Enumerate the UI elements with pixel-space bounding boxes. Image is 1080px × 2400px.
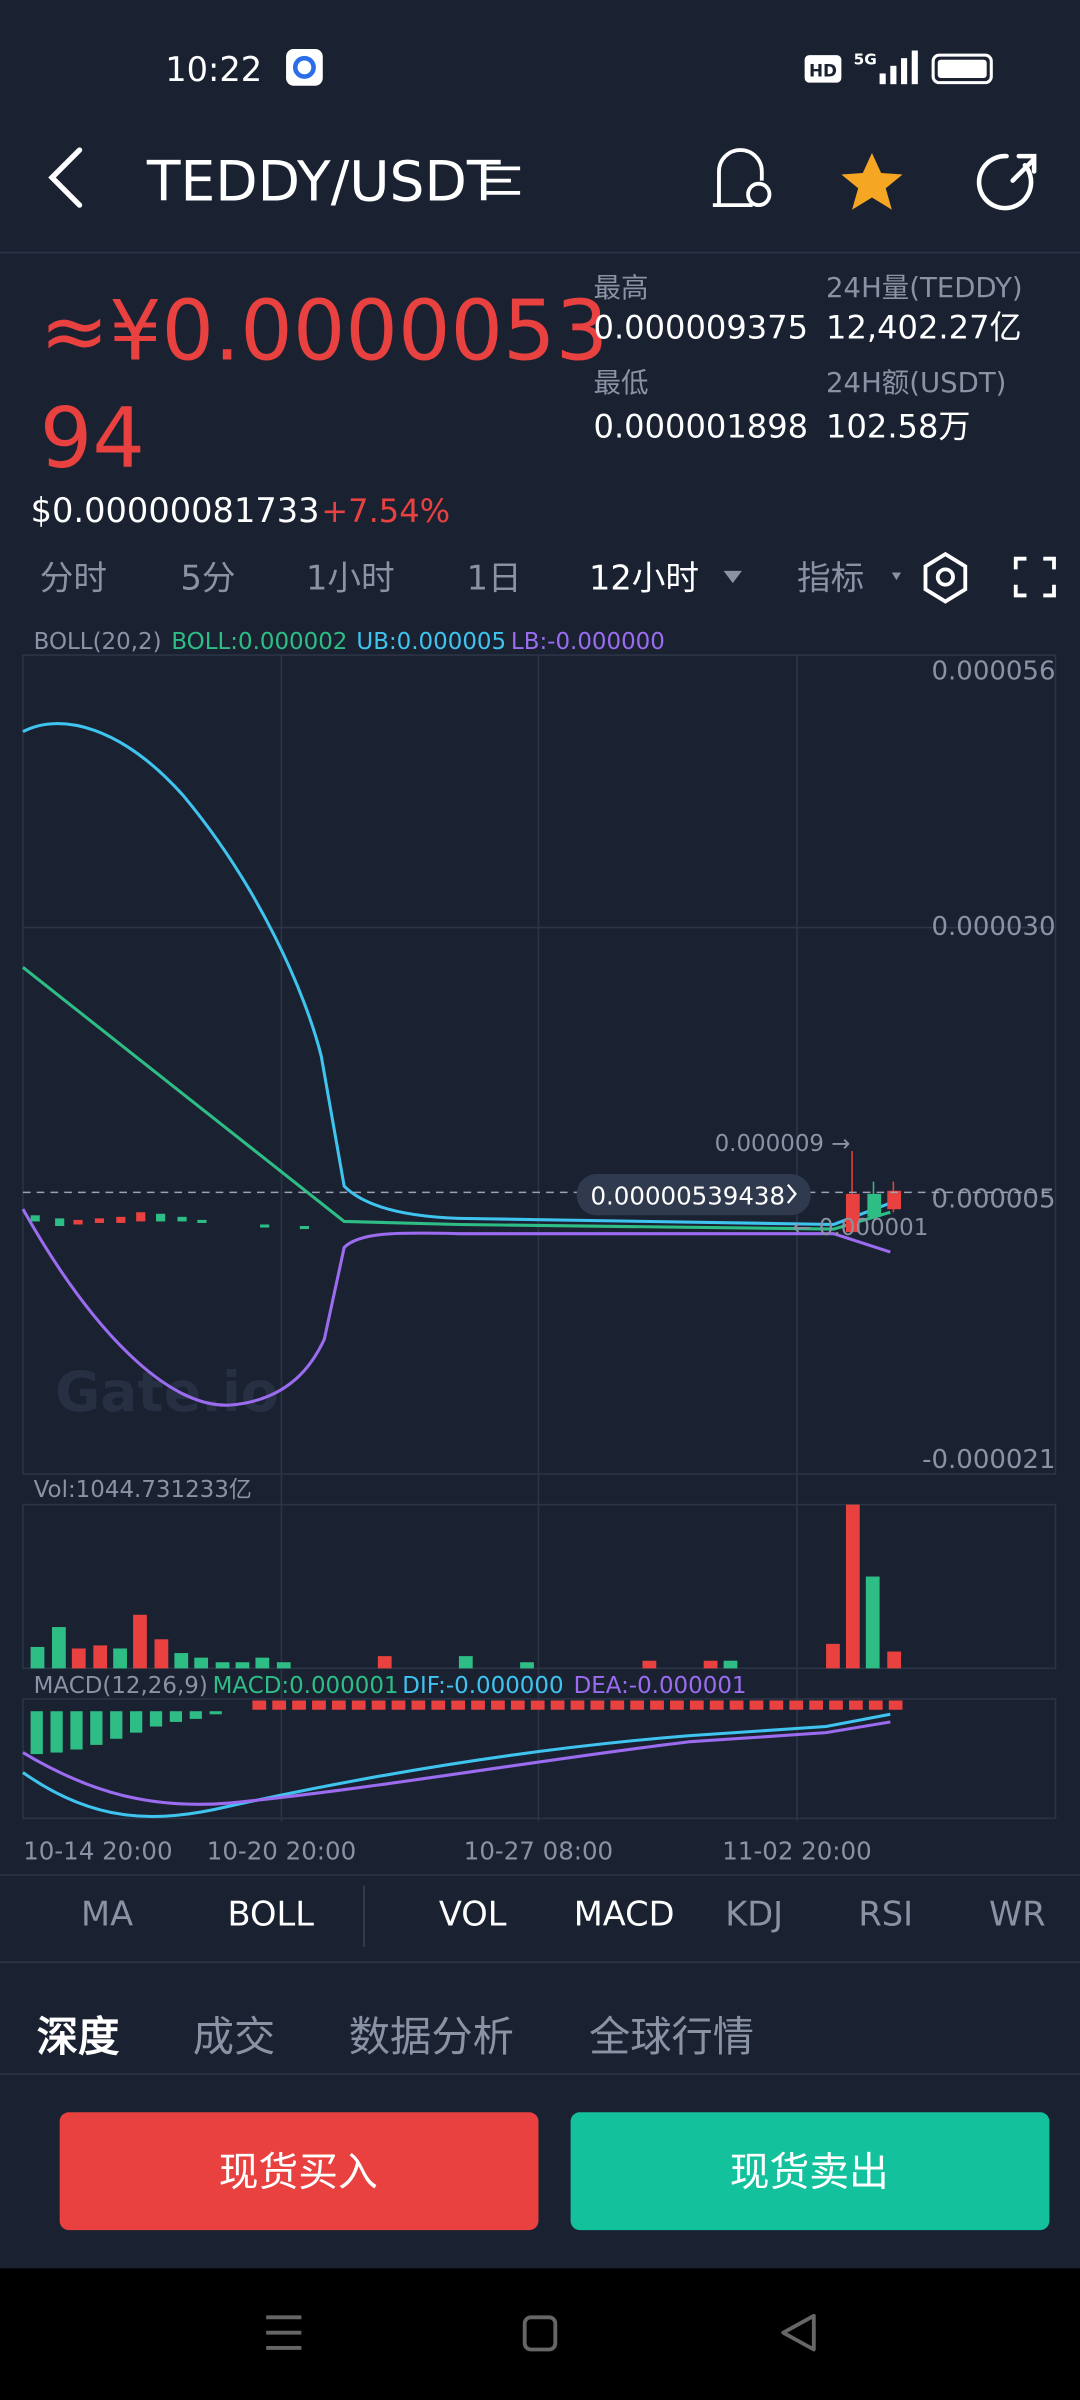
network-text: 5G xyxy=(854,50,877,68)
macd-histogram xyxy=(30,1700,903,1755)
interval-tab-active[interactable]: 12小时 xyxy=(589,558,699,597)
dropdown-arrow xyxy=(723,570,742,584)
price-change: +7.54% xyxy=(321,492,450,530)
buy-button[interactable] xyxy=(59,2112,539,2231)
y-label: -0.000021 xyxy=(922,1445,1055,1475)
boll-lb: LB:-0.000000 xyxy=(511,629,665,655)
interval-tab[interactable]: 1小时 xyxy=(306,558,395,597)
navigation-bar xyxy=(0,2268,1080,2400)
sell-label: 现货卖出 xyxy=(730,2150,889,2196)
indicator-tab-active[interactable]: MACD xyxy=(574,1895,675,1934)
last-price-arrow xyxy=(786,1183,797,1204)
indicator-tab-active[interactable]: BOLL xyxy=(228,1895,315,1934)
sell-button[interactable] xyxy=(570,2112,1050,2231)
y-label: 0.000056 xyxy=(931,657,1055,687)
volume-frame xyxy=(22,1503,1057,1670)
stat-label: 最高 xyxy=(594,272,649,304)
boll-lower-line xyxy=(21,1208,891,1407)
watermark: Gate.io xyxy=(55,1360,279,1424)
nav-menu[interactable] xyxy=(266,2315,302,2350)
x-label: 11-02 20:00 xyxy=(722,1837,871,1866)
battery-level xyxy=(937,59,987,79)
indicator-tab-active[interactable]: VOL xyxy=(439,1895,507,1934)
low-marker: ← 0.000001 xyxy=(792,1215,928,1241)
stat-value: 0.000001898 xyxy=(594,408,809,446)
interval-tab[interactable]: 1日 xyxy=(467,558,522,597)
x-label: 10-14 20:00 xyxy=(23,1837,172,1866)
interval-tab[interactable]: 5分 xyxy=(181,558,236,597)
stat-label: 24H量(TEDDY) xyxy=(826,272,1023,304)
high-marker: 0.000009 → xyxy=(715,1131,851,1157)
x-label: 10-20 20:00 xyxy=(207,1837,356,1866)
app-icon xyxy=(286,48,323,86)
indicator-menu[interactable]: 指标 xyxy=(797,558,864,597)
boll-mid: BOLL:0.000002 xyxy=(171,629,347,655)
indicator-tab[interactable]: WR xyxy=(989,1895,1046,1934)
fullscreen-button[interactable] xyxy=(1013,556,1056,598)
signal-icon xyxy=(879,50,918,85)
interval-tab[interactable]: 分时 xyxy=(40,558,107,597)
x-label: 10-27 08:00 xyxy=(464,1837,613,1866)
hd-text: HD xyxy=(809,61,837,81)
usd-price: $0.00000081733 xyxy=(31,491,320,530)
settings-button[interactable] xyxy=(923,551,968,604)
stat-value: 12,402.27亿 xyxy=(826,308,1022,346)
battery-icon xyxy=(931,53,993,85)
y-label: 0.000030 xyxy=(931,912,1055,942)
bottom-tab[interactable]: 全球行情 xyxy=(589,2013,754,2061)
macd-dea: DEA:-0.000001 xyxy=(574,1673,747,1699)
alert-icon-gear xyxy=(746,181,772,208)
boll-upper-line xyxy=(22,722,891,1227)
dif-line xyxy=(22,1712,891,1818)
status-time: 10:22 xyxy=(165,50,262,89)
app-icon-logo xyxy=(292,55,316,79)
bottom-tab-active[interactable]: 深度 xyxy=(37,2013,120,2061)
share-button[interactable] xyxy=(976,153,1037,211)
last-price-tag[interactable] xyxy=(576,1173,811,1216)
y-label: 0.000005 xyxy=(931,1185,1055,1215)
last-price-text: 0.00000539438 xyxy=(590,1182,785,1211)
macd-value: MACD:0.000001 xyxy=(213,1673,399,1699)
hd-badge xyxy=(804,55,842,83)
settings-button-center xyxy=(935,567,955,587)
stat-value: 102.58万 xyxy=(826,408,970,446)
boll-params: BOLL(20,2) xyxy=(34,629,162,655)
stat-value: 0.000009375 xyxy=(594,308,809,346)
favorite-button[interactable] xyxy=(841,153,903,210)
alert-icon[interactable] xyxy=(712,148,764,208)
macd-dif: DIF:-0.000000 xyxy=(402,1673,563,1699)
boll-ub: UB:0.000005 xyxy=(356,629,506,655)
stat-label: 24H额(USDT) xyxy=(826,367,1006,399)
buy-label: 现货买入 xyxy=(219,2150,378,2196)
nav-back[interactable] xyxy=(781,2313,816,2352)
bottom-tab[interactable]: 成交 xyxy=(193,2013,276,2061)
price-line: 94 xyxy=(40,391,145,487)
indicator-tab[interactable]: RSI xyxy=(858,1895,913,1934)
price-line: ≈¥0.0000053 xyxy=(40,284,608,380)
dropdown-arrow xyxy=(891,572,902,581)
indicator-tab[interactable]: KDJ xyxy=(725,1895,783,1934)
nav-home[interactable] xyxy=(522,2315,558,2352)
volume-bars xyxy=(30,1504,902,1669)
pair-menu-icon[interactable] xyxy=(486,166,521,195)
volume-label: Vol:1044.731233亿 xyxy=(34,1477,252,1503)
pair-title[interactable]: TEDDY/USDT xyxy=(146,149,501,213)
macd-params: MACD(12,26,9) xyxy=(34,1673,208,1699)
macd-frame xyxy=(22,1698,1057,1820)
stat-label: 最低 xyxy=(594,367,649,399)
bottom-tab[interactable]: 数据分析 xyxy=(349,2013,514,2061)
back-button[interactable] xyxy=(48,147,83,208)
dea-line xyxy=(22,1720,891,1806)
indicator-tab[interactable]: MA xyxy=(81,1895,133,1934)
